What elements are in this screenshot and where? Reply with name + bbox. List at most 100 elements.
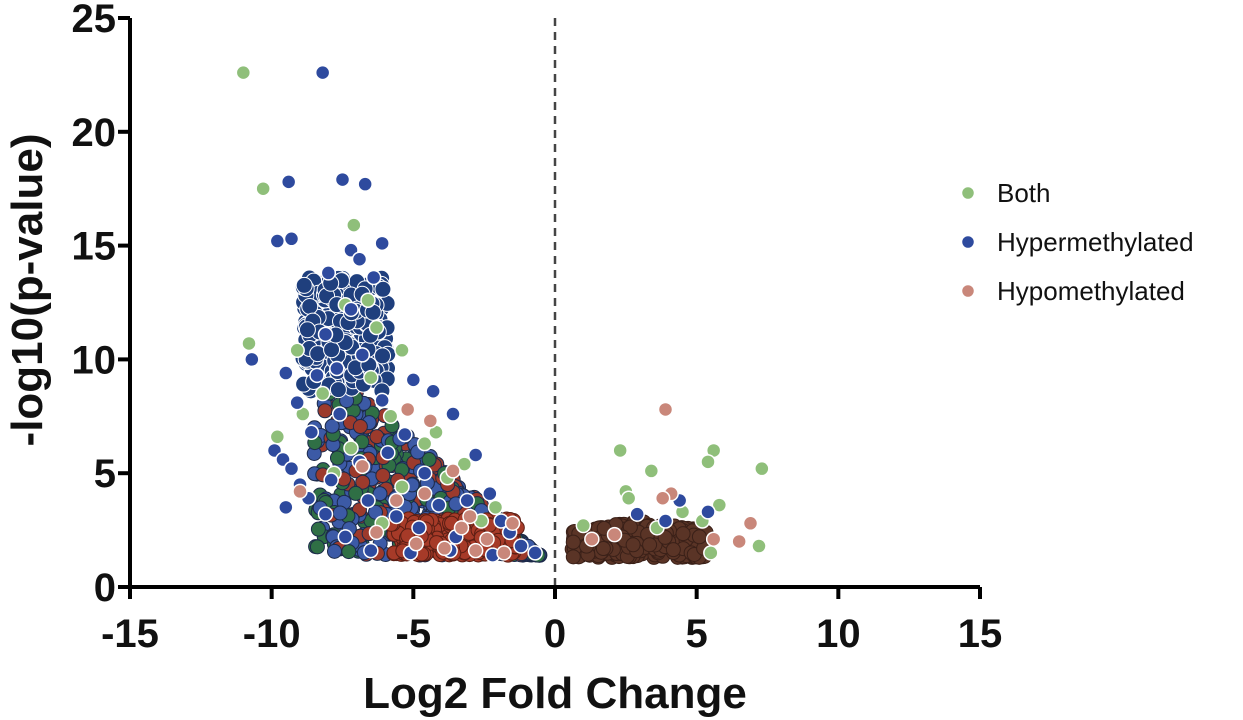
scatter-point — [317, 326, 334, 343]
scatter-point — [700, 504, 716, 520]
scatter-point — [416, 465, 433, 481]
cluster-point — [348, 485, 364, 501]
x-tick-label: -15 — [101, 612, 159, 656]
scatter-point — [235, 64, 252, 81]
scatter-point — [751, 538, 767, 554]
scatter-point — [388, 492, 405, 509]
scatter-point — [357, 176, 373, 192]
cluster-point — [323, 341, 341, 359]
scatter-point — [527, 545, 543, 561]
scatter-point — [360, 492, 376, 509]
scatter-point — [703, 545, 719, 561]
cluster-point — [665, 542, 681, 558]
x-axis-title: Log2 Fold Change — [363, 669, 747, 718]
cluster-point — [327, 543, 343, 559]
scatter-point — [354, 458, 371, 475]
scatter-point — [334, 171, 351, 188]
scatter-point — [399, 401, 416, 418]
scatter-point — [241, 335, 257, 352]
scatter-point — [388, 508, 405, 525]
scatter-point — [606, 526, 623, 543]
y-tick-label: 25 — [72, 0, 117, 41]
cluster-point — [691, 529, 707, 545]
scatter-point — [405, 372, 422, 388]
scatter-point — [343, 440, 359, 456]
scatter-point — [320, 265, 337, 281]
y-axis-title: -log10(p-value) — [3, 134, 52, 447]
scatter-point — [700, 454, 716, 470]
scatter-point — [445, 463, 461, 479]
scatter-point — [425, 383, 441, 400]
cluster-point — [368, 504, 384, 520]
scatter-point — [303, 424, 320, 440]
scatter-point — [343, 301, 359, 318]
cluster-point — [374, 347, 392, 365]
scatter-point — [283, 231, 300, 247]
scatter-point — [292, 483, 308, 500]
scatter-point — [711, 497, 728, 513]
cluster-point — [595, 541, 611, 557]
legend-label: Hypermethylated — [997, 227, 1194, 257]
scatter-point — [351, 251, 368, 268]
cluster-point — [329, 450, 345, 466]
scatter-point — [394, 479, 410, 495]
legend-marker — [960, 283, 976, 299]
legend-marker — [960, 185, 976, 201]
scatter-point — [368, 524, 385, 541]
scatter-point — [643, 463, 660, 479]
scatter-point — [436, 540, 453, 557]
scatter-points — [235, 64, 770, 563]
cluster-point — [355, 474, 371, 490]
cluster-point — [374, 280, 392, 298]
scatter-point — [422, 413, 439, 429]
scatter-point — [657, 401, 674, 418]
cluster-point — [421, 452, 437, 468]
scatter-point — [269, 233, 286, 249]
x-tick-label: -10 — [243, 612, 301, 656]
scatter-point — [323, 472, 339, 488]
cluster-point — [298, 321, 316, 339]
cluster-point — [622, 519, 638, 535]
scatter-point — [365, 269, 382, 286]
scatter-point — [255, 180, 271, 197]
cluster-point — [317, 403, 333, 419]
scatter-point — [431, 497, 447, 513]
scatter-point — [416, 485, 433, 502]
x-tick-label: 5 — [686, 612, 708, 656]
scatter-point — [742, 515, 759, 532]
scatter-point — [368, 319, 385, 336]
scatter-point — [280, 174, 297, 190]
legend-label: Hypomethylated — [997, 276, 1185, 306]
scatter-point — [278, 499, 294, 516]
scatter-point — [360, 292, 376, 308]
scatter-point — [289, 394, 305, 411]
cluster-point — [310, 521, 326, 537]
legend-label: Both — [997, 178, 1051, 208]
y-tick-label: 15 — [72, 225, 117, 269]
cluster-point — [324, 418, 340, 434]
scatter-point — [278, 365, 294, 381]
scatter-point — [754, 460, 770, 477]
scatter-point — [244, 351, 260, 368]
scatter-point — [397, 426, 413, 443]
scatter-point — [445, 406, 461, 422]
x-tick-label: 0 — [544, 612, 566, 656]
scatter-point — [329, 360, 345, 377]
cluster-point — [295, 276, 313, 294]
scatter-point — [382, 408, 399, 425]
y-tick-label: 5 — [94, 452, 116, 496]
scatter-point — [705, 531, 722, 547]
cluster-point — [565, 549, 581, 565]
cluster-point — [352, 419, 368, 435]
cluster-point — [375, 467, 391, 483]
scatter-point — [354, 347, 371, 363]
scatter-point — [346, 217, 362, 233]
scatter-point — [314, 385, 331, 402]
scatter-point — [487, 499, 504, 516]
scatter-point — [459, 492, 475, 509]
scatter-point — [453, 520, 470, 536]
y-axis-ticks: 0 5 10 15 20 25 — [72, 0, 130, 610]
cluster-point — [341, 544, 357, 560]
scatter-point — [584, 531, 600, 547]
